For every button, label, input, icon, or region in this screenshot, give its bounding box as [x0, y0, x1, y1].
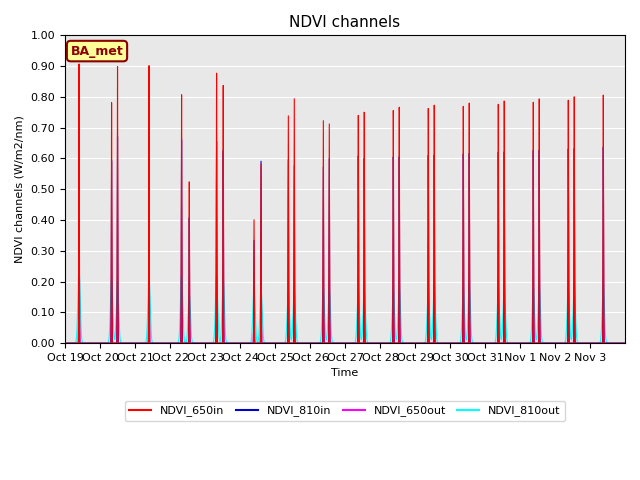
NDVI_650in [392, 340, 400, 346]
NDVI_810out [417, 340, 425, 346]
NDVI_650out [264, 340, 271, 346]
NDVI_650out [621, 340, 629, 346]
NDVI_650out [145, 298, 153, 303]
NDVI_810in [264, 340, 271, 346]
NDVI_810out [61, 340, 69, 346]
Title: NDVI channels: NDVI channels [289, 15, 401, 30]
NDVI_810in [621, 340, 629, 346]
NDVI_810in [476, 340, 484, 346]
NDVI_650out [90, 340, 97, 346]
NDVI_810in [392, 340, 400, 346]
NDVI_810in [417, 340, 425, 346]
NDVI_650out [417, 340, 425, 346]
Text: BA_met: BA_met [70, 45, 124, 58]
NDVI_810out [392, 337, 400, 343]
NDVI_810out [476, 340, 484, 346]
NDVI_650out [506, 340, 514, 346]
Y-axis label: NDVI channels (W/m2/nm): NDVI channels (W/m2/nm) [15, 115, 25, 263]
NDVI_810out [75, 264, 83, 269]
NDVI_650in [417, 340, 425, 346]
NDVI_810out [90, 340, 97, 346]
NDVI_650out [61, 340, 69, 346]
NDVI_650in [61, 340, 69, 346]
NDVI_810out [506, 340, 514, 346]
Line: NDVI_650in: NDVI_650in [65, 64, 625, 343]
NDVI_650out [476, 340, 484, 346]
NDVI_650in [476, 340, 484, 346]
NDVI_650out [392, 340, 400, 346]
NDVI_650in [621, 340, 629, 346]
NDVI_650in [75, 61, 83, 67]
NDVI_650in [264, 340, 271, 346]
NDVI_650in [90, 340, 97, 346]
NDVI_810in [61, 340, 69, 346]
Line: NDVI_810in: NDVI_810in [65, 132, 625, 343]
Legend: NDVI_650in, NDVI_810in, NDVI_650out, NDVI_810out: NDVI_650in, NDVI_810in, NDVI_650out, NDV… [125, 401, 565, 421]
Line: NDVI_650out: NDVI_650out [65, 300, 625, 343]
NDVI_810in [506, 340, 514, 346]
NDVI_810in [75, 129, 83, 134]
Line: NDVI_810out: NDVI_810out [65, 266, 625, 343]
NDVI_650in [506, 340, 514, 346]
NDVI_810out [264, 340, 271, 346]
NDVI_810out [621, 340, 629, 346]
NDVI_810in [90, 340, 97, 346]
X-axis label: Time: Time [332, 369, 358, 379]
